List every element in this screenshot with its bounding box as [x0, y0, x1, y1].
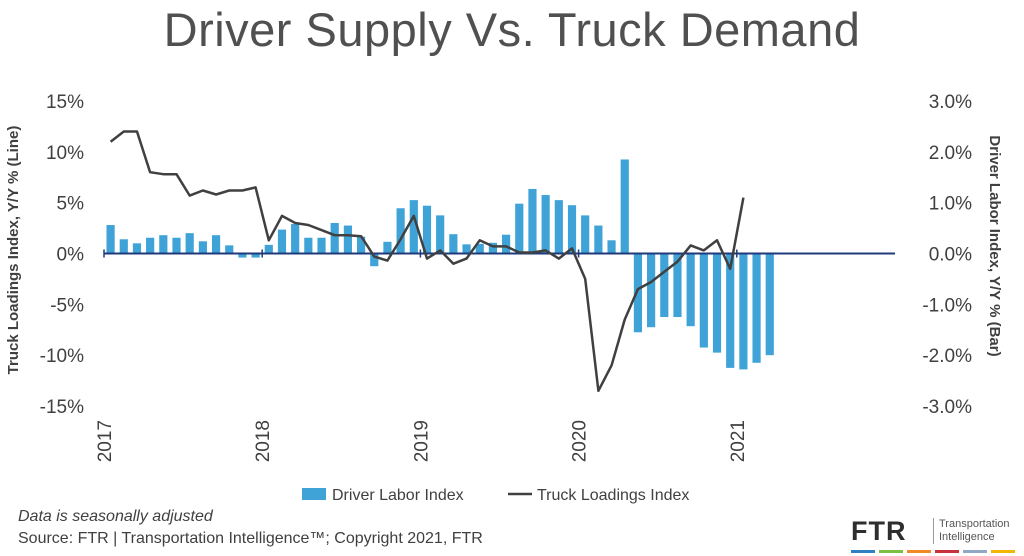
logo-color-bar — [963, 550, 987, 553]
logo-tagline-line1: Transportation — [939, 518, 1010, 530]
bar — [699, 253, 708, 348]
bar — [291, 224, 300, 254]
logo-tagline: Transportation Intelligence — [939, 518, 1010, 544]
bar — [436, 215, 445, 254]
bar — [633, 253, 643, 333]
bar-series — [106, 159, 774, 370]
bar — [647, 253, 656, 328]
left-tick-label: -15% — [40, 397, 84, 418]
right-tick-label: 0.0% — [929, 245, 972, 266]
logo-color-bar — [991, 550, 1015, 553]
right-axis-ticks: 3.0% 2.0% 1.0% 0.0% -1.0% -2.0% -3.0% — [922, 92, 972, 418]
right-tick-label: 2.0% — [929, 143, 972, 164]
logo-wordmark: FTR — [851, 516, 907, 546]
legend-line-label: Truck Loadings Index — [537, 487, 689, 504]
bar — [462, 244, 471, 254]
x-tick-label: 2021 — [728, 420, 749, 462]
bar — [660, 253, 669, 318]
bar — [449, 234, 458, 254]
bar — [620, 159, 629, 254]
bar — [739, 253, 748, 370]
logo-color-bar — [935, 550, 959, 553]
bar — [409, 200, 418, 254]
bar — [106, 225, 115, 254]
bar — [515, 203, 524, 254]
bar — [422, 205, 432, 254]
logo-tagline-line2: Intelligence — [939, 531, 995, 543]
right-tick-label: -3.0% — [922, 397, 972, 418]
bar — [343, 225, 352, 254]
right-tick-label: 1.0% — [929, 194, 972, 215]
chart-title: Driver Supply Vs. Truck Demand — [163, 3, 861, 56]
bar — [541, 195, 550, 254]
bar — [132, 243, 142, 254]
left-tick-label: 10% — [46, 143, 84, 164]
bar — [502, 234, 511, 254]
bar — [554, 200, 563, 254]
logo-color-bar — [879, 550, 903, 553]
ftr-logo: FTR Transportation Intelligence — [851, 514, 1021, 554]
bar — [488, 242, 497, 254]
bar — [765, 253, 774, 356]
bar — [528, 188, 537, 254]
footnote: Data is seasonally adjusted — [18, 508, 213, 525]
left-tick-label: 0% — [57, 245, 85, 266]
bar — [304, 237, 313, 254]
right-tick-label: -1.0% — [922, 295, 972, 316]
logo-divider — [933, 518, 934, 544]
legend-bar-swatch — [302, 488, 326, 500]
bar — [238, 253, 247, 258]
right-tick-label: -2.0% — [922, 346, 972, 367]
left-tick-label: -5% — [50, 295, 84, 316]
bar — [225, 245, 234, 254]
bar — [277, 229, 287, 254]
logo-color-bar — [907, 550, 931, 553]
bar — [198, 241, 207, 254]
bar — [712, 253, 722, 353]
bar — [673, 253, 682, 318]
bar — [172, 237, 181, 254]
bar — [607, 240, 616, 254]
left-tick-label: -10% — [40, 346, 84, 367]
source-text: Source: FTR | Transportation Intelligenc… — [18, 530, 483, 547]
bar — [383, 241, 392, 254]
x-tick-label: 2019 — [411, 420, 432, 462]
right-tick-label: 3.0% — [929, 92, 972, 113]
bar — [119, 239, 128, 254]
x-tick-label: 2020 — [570, 420, 591, 462]
bar — [146, 237, 155, 254]
bar — [475, 243, 484, 254]
bar — [581, 215, 590, 254]
bar — [370, 253, 379, 267]
logo-color-bar — [851, 550, 875, 553]
bar — [726, 253, 735, 368]
bar — [185, 233, 194, 254]
bar — [356, 236, 366, 254]
bar — [251, 253, 260, 258]
x-tick-label: 2018 — [253, 420, 274, 462]
right-axis-title: Driver Labor Index, Y/Y % (Bar) — [986, 135, 1003, 356]
bar — [317, 237, 326, 254]
bar — [686, 253, 695, 327]
line-series — [109, 130, 745, 393]
left-tick-label: 5% — [57, 194, 85, 215]
left-axis-title: Truck Loadings Index, Y/Y % (Line) — [5, 126, 22, 375]
bar — [594, 225, 603, 254]
bar — [211, 235, 221, 254]
bar — [330, 223, 339, 254]
bar — [752, 253, 761, 363]
legend-bar-label: Driver Labor Index — [332, 487, 464, 504]
x-tick-label: 2017 — [95, 420, 116, 462]
legend: Driver Labor Index Truck Loadings Index — [302, 487, 689, 504]
bar — [396, 208, 405, 254]
left-axis-ticks: 15% 10% 5% 0% -5% -10% -15% — [40, 92, 84, 418]
left-tick-label: 15% — [46, 92, 84, 113]
x-axis-ticks: 2017 2018 2019 2020 2021 — [95, 249, 749, 462]
bar — [159, 235, 168, 254]
bar — [264, 244, 273, 254]
bar — [567, 205, 577, 254]
